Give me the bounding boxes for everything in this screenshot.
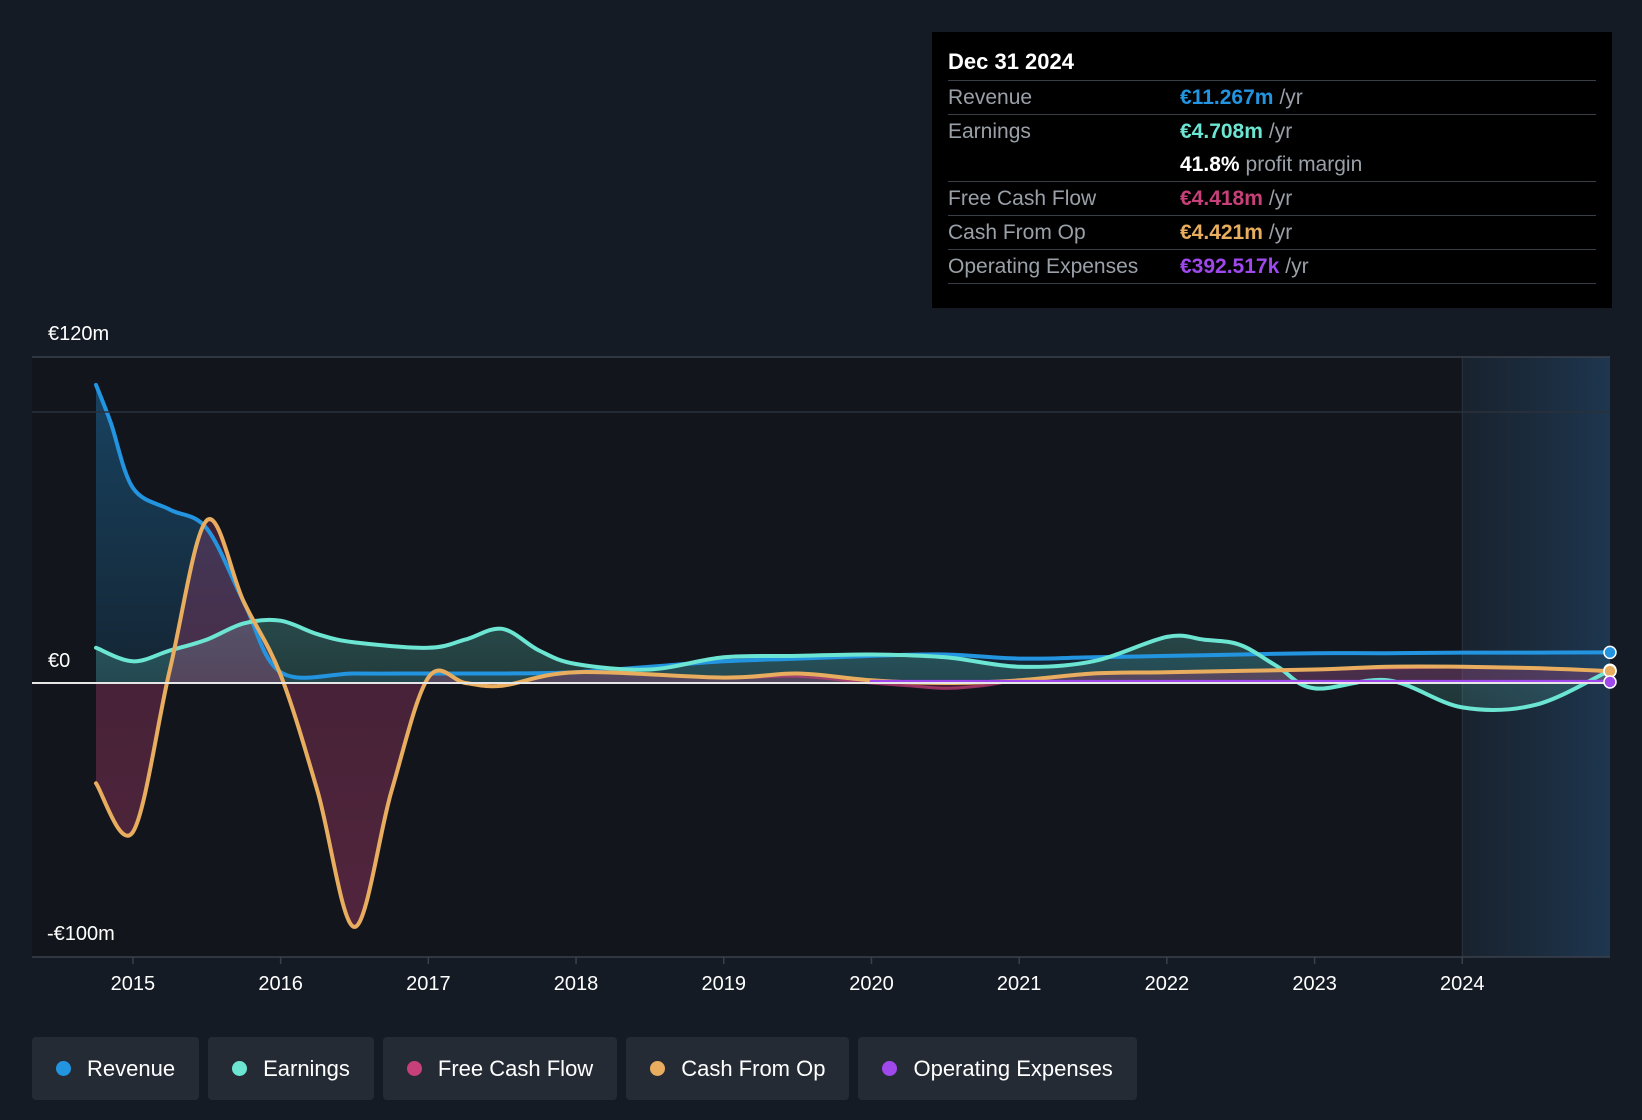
cash-from-op-dot-icon — [650, 1061, 666, 1076]
x-tick-label: 2024 — [1440, 973, 1485, 995]
free-cash-flow-area — [96, 519, 1610, 927]
x-tick-label: 2017 — [406, 973, 451, 995]
legend-item-revenue[interactable]: Revenue — [32, 1037, 200, 1100]
y-label-bottom: -€100m — [47, 923, 115, 945]
tooltip-label: Free Cash Flow — [948, 187, 1097, 210]
tooltip-row-earnings: Earnings €4.708m /yr — [948, 115, 1596, 148]
revenue-end-marker — [1603, 645, 1617, 660]
operating-expenses-dot-icon — [882, 1061, 898, 1076]
tooltip-row-cash-from-op: Cash From Op €4.421m /yr — [948, 216, 1596, 250]
earnings-dot-icon — [232, 1061, 248, 1076]
tooltip-row-free-cash-flow: Free Cash Flow €4.418m /yr — [948, 182, 1596, 216]
tooltip-unit: /yr — [1268, 221, 1293, 244]
x-tick-label: 2018 — [554, 973, 599, 995]
revenue-dot-icon — [56, 1061, 71, 1076]
x-tick-label: 2021 — [997, 973, 1042, 995]
revenue-line — [94, 382, 1612, 680]
x-tick-label: 2023 — [1292, 973, 1337, 995]
tooltip: Dec 31 2024 Revenue €11.267m /yr Earning… — [932, 32, 1612, 308]
tooltip-value: €4.421m — [1180, 221, 1263, 244]
tooltip-label: Revenue — [948, 86, 1033, 109]
earnings-line — [94, 617, 1612, 713]
tooltip-row-profit-margin: 41.8% profit margin — [948, 148, 1596, 182]
tooltip-value: €392.517k — [1180, 255, 1280, 278]
tooltip-date: Dec 31 2024 — [948, 46, 1596, 81]
x-tick-label: 2015 — [111, 973, 156, 995]
tooltip-value: €4.708m — [1180, 120, 1263, 143]
operating-expenses-end-marker — [1603, 675, 1617, 689]
tooltip-value: 41.8% — [1180, 153, 1240, 176]
tooltip-row-operating-expenses: Operating Expenses €392.517k /yr — [948, 250, 1596, 284]
tooltip-unit: profit margin — [1245, 153, 1363, 176]
y-label-top: €120m — [48, 323, 109, 345]
y-label-zero: €0 — [48, 650, 70, 672]
legend-label: Cash From Op — [681, 1055, 826, 1081]
tooltip-unit: /yr — [1285, 255, 1309, 278]
tooltip-unit: /yr — [1279, 86, 1303, 109]
tooltip-label — [948, 148, 1180, 181]
legend-item-free-cash-flow[interactable]: Free Cash Flow — [382, 1037, 618, 1100]
tooltip-unit: /yr — [1268, 187, 1293, 210]
legend-label: Revenue — [87, 1055, 176, 1081]
tooltip-row-revenue: Revenue €11.267m /yr — [948, 81, 1596, 115]
earnings-area — [96, 619, 1610, 711]
legend-item-operating-expenses[interactable]: Operating Expenses — [858, 1037, 1137, 1100]
free-cash-flow-dot-icon — [406, 1061, 422, 1076]
legend-item-cash-from-op[interactable]: Cash From Op — [626, 1037, 850, 1100]
tooltip-value: €11.267m — [1180, 86, 1274, 109]
x-tick-label: 2020 — [849, 973, 894, 995]
x-tick-label: 2022 — [1145, 973, 1190, 995]
tooltip-label: Operating Expenses — [948, 255, 1139, 278]
x-tick-label: 2019 — [702, 973, 747, 995]
x-tick-label: 2016 — [258, 973, 303, 995]
legend: Revenue Earnings Free Cash Flow Cash Fro… — [32, 1037, 1146, 1100]
legend-item-earnings[interactable]: Earnings — [208, 1037, 374, 1100]
tooltip-label: Earnings — [948, 120, 1031, 143]
legend-label: Free Cash Flow — [437, 1055, 594, 1081]
legend-label: Operating Expenses — [913, 1055, 1113, 1081]
tooltip-value: €4.418m — [1180, 187, 1263, 210]
legend-label: Earnings — [263, 1055, 350, 1081]
tooltip-label: Cash From Op — [948, 221, 1086, 244]
tooltip-unit: /yr — [1268, 120, 1293, 143]
